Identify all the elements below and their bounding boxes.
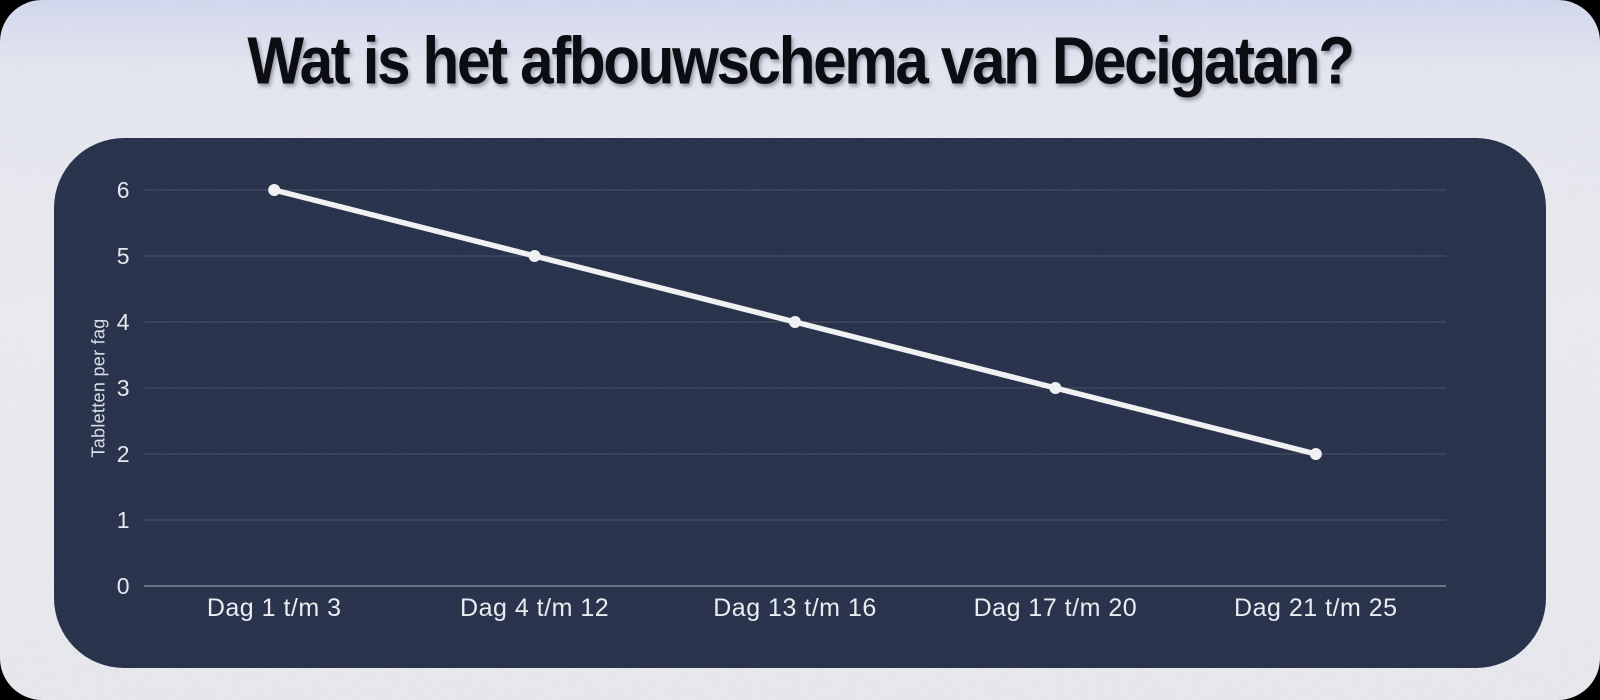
y-tick-label-4: 4 bbox=[117, 309, 130, 335]
y-tick-label-5: 5 bbox=[117, 243, 130, 269]
y-tick-label-1: 1 bbox=[117, 507, 130, 533]
data-point-2 bbox=[528, 250, 541, 262]
chart-panel: Tabletten per fag 0 1 2 3 4 5 6 Dag 1 t/m 3 Dag … bbox=[54, 138, 1546, 668]
data-point-3 bbox=[789, 316, 801, 328]
x-category-label-1: Dag 1 t/m 3 bbox=[207, 594, 342, 622]
y-tick-label-3: 3 bbox=[117, 375, 130, 401]
page-title: Wat is het afbouwschema van Decigatan? bbox=[247, 23, 1355, 98]
line-chart: 0 1 2 3 4 5 6 Dag 1 t/m 3 Dag 4 t/m 12 Dag 13 t/m… bbox=[117, 177, 1446, 622]
x-category-label-2: Dag 4 t/m 12 bbox=[460, 594, 609, 622]
y-tick-label-0: 0 bbox=[117, 573, 130, 599]
x-category-label-5: Dag 21 t/m 25 bbox=[1234, 594, 1398, 622]
y-tick-label-2: 2 bbox=[117, 441, 130, 467]
x-category-label-4: Dag 17 t/m 20 bbox=[974, 594, 1138, 622]
x-category-label-3: Dag 13 t/m 16 bbox=[713, 594, 877, 622]
y-tick-label-6: 6 bbox=[117, 177, 130, 203]
data-point-1 bbox=[268, 184, 281, 196]
data-point-5 bbox=[1309, 448, 1322, 460]
data-point-4 bbox=[1049, 382, 1062, 394]
